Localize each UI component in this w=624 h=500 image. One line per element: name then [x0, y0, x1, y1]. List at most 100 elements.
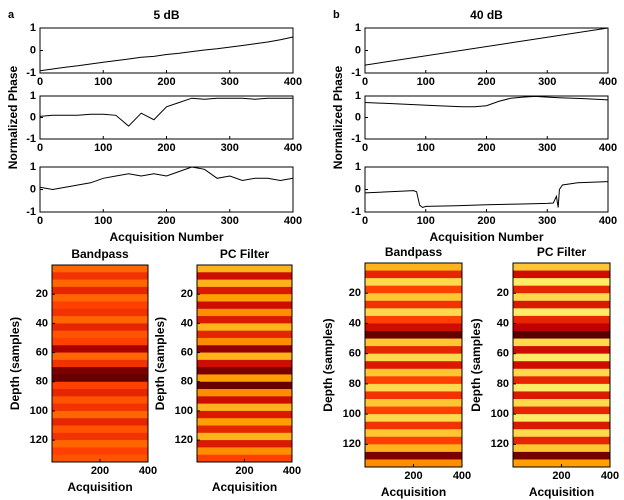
axes-frame — [364, 27, 609, 74]
y-tick-label: 1 — [355, 22, 361, 34]
y-tick-label: 20 — [36, 288, 48, 300]
y-tick-label: 0 — [30, 183, 36, 195]
depth-row — [365, 421, 462, 430]
depth-row — [513, 293, 610, 302]
depth-row — [513, 323, 610, 332]
x-tick-label: 400 — [139, 465, 157, 477]
depth-row — [365, 308, 462, 317]
depth-row — [52, 447, 148, 456]
depth-row — [197, 345, 292, 354]
y-tick-label: -1 — [351, 206, 361, 218]
depth-row — [513, 391, 610, 400]
depth-row — [197, 374, 292, 383]
y-tick-label: 40 — [181, 317, 193, 329]
depth-row — [197, 396, 292, 405]
chart-title: Bandpass — [385, 245, 443, 259]
y-tick-label: 100 — [343, 408, 361, 420]
x-tick-label: 100 — [417, 76, 435, 88]
depth-row — [513, 376, 610, 385]
y-tick-label: 80 — [497, 378, 509, 390]
depth-row — [197, 316, 292, 324]
y-tick-label: 120 — [30, 434, 48, 446]
x-axis-label: Acquisition Number — [109, 230, 223, 244]
depth-row — [513, 451, 610, 460]
depth-row — [52, 381, 148, 390]
y-tick-label: 80 — [349, 378, 361, 390]
y-tick-label: 120 — [175, 434, 193, 446]
x-tick-label: 0 — [37, 76, 43, 88]
x-tick-label: 300 — [538, 142, 556, 154]
depth-row — [365, 353, 462, 362]
depth-row — [52, 418, 148, 427]
depth-row — [513, 459, 610, 468]
x-tick-label: 300 — [221, 76, 239, 88]
depth-row — [197, 425, 292, 434]
x-tick-label: 400 — [284, 76, 302, 88]
panel-label: a — [8, 9, 15, 21]
depth-row — [52, 396, 148, 405]
depth-row — [52, 352, 148, 361]
depth-row — [197, 330, 292, 339]
depth-row — [365, 331, 462, 340]
depth-row — [197, 432, 292, 441]
x-axis-label: Acquisition — [381, 485, 446, 499]
x-tick-label: 100 — [94, 76, 112, 88]
y-tick-label: 0 — [355, 44, 361, 56]
x-tick-label: 300 — [221, 215, 239, 227]
depth-row — [197, 359, 292, 368]
x-tick-label: 300 — [538, 76, 556, 88]
depth-row — [365, 323, 462, 332]
x-tick-label: 400 — [599, 76, 617, 88]
x-tick-label: 400 — [599, 215, 617, 227]
depth-row — [365, 368, 462, 377]
depth-row — [52, 345, 148, 354]
x-tick-label: 400 — [284, 142, 302, 154]
y-tick-label: 80 — [181, 376, 193, 388]
depth-row — [197, 279, 292, 288]
depth-row — [197, 323, 292, 332]
depth-row — [513, 368, 610, 377]
depth-row — [52, 265, 148, 273]
depth-row — [365, 293, 462, 302]
x-tick-label: 100 — [94, 215, 112, 227]
depth-row — [365, 263, 462, 272]
depth-row — [513, 331, 610, 340]
phase-line — [364, 27, 609, 66]
depth-row — [52, 403, 148, 412]
depth-row — [513, 300, 610, 309]
depth-row — [197, 301, 292, 310]
depth-row — [513, 421, 610, 430]
depth-row — [365, 270, 462, 279]
y-tick-label: 1 — [355, 90, 361, 102]
chart-title: Bandpass — [71, 247, 129, 261]
depth-row — [513, 346, 610, 355]
y-tick-label: 60 — [497, 348, 509, 360]
y-tick-label: 20 — [497, 287, 509, 299]
depth-row — [365, 300, 462, 309]
x-tick-label: 100 — [417, 142, 435, 154]
x-tick-label: 200 — [477, 76, 495, 88]
depth-row — [365, 285, 462, 294]
y-tick-label: 100 — [175, 405, 193, 417]
chart-title: 40 dB — [470, 8, 503, 22]
chart-title: 5 dB — [153, 8, 179, 22]
y-tick-label: -1 — [26, 67, 36, 79]
depth-row — [197, 447, 292, 456]
depth-row — [197, 403, 292, 412]
y-tick-label: -1 — [26, 206, 36, 218]
depth-row — [52, 454, 148, 463]
x-tick-label: 200 — [91, 465, 109, 477]
x-tick-label: 0 — [362, 76, 368, 88]
depth-row — [197, 337, 292, 346]
y-tick-label: 80 — [36, 376, 48, 388]
x-tick-label: 300 — [538, 215, 556, 227]
y-axis-label: Normalized Phase — [331, 65, 345, 169]
y-tick-label: 0 — [355, 183, 361, 195]
axes-frame — [39, 166, 294, 213]
depth-row — [197, 265, 292, 273]
x-tick-label: 400 — [601, 470, 619, 482]
depth-row — [197, 454, 292, 463]
depth-row — [513, 383, 610, 392]
x-axis-label: Acquisition — [67, 480, 132, 494]
x-tick-label: 400 — [453, 470, 471, 482]
